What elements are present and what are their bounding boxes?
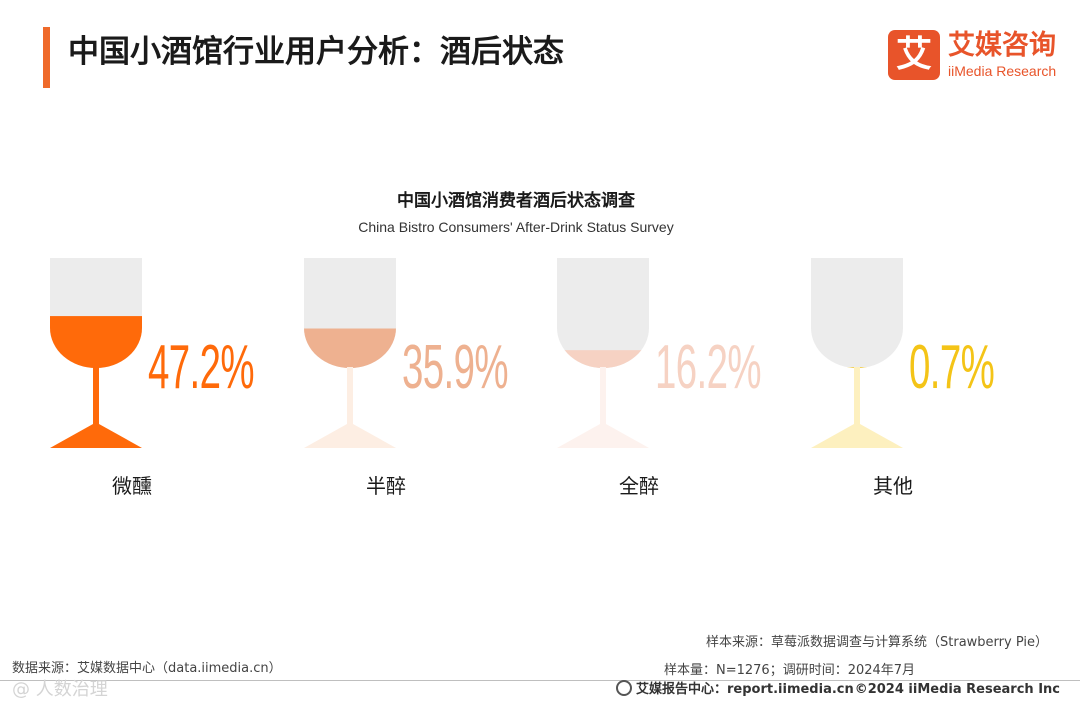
footer-divider	[0, 680, 1080, 681]
glass-base	[304, 424, 396, 448]
glass-stem	[347, 367, 353, 429]
glass-stem	[854, 367, 860, 429]
category-label: 微醺	[112, 474, 152, 498]
page-title: 中国小酒馆行业用户分析：酒后状态	[68, 34, 564, 70]
value-label: 47.2%	[148, 333, 255, 402]
glass-icon	[557, 258, 649, 448]
glass-bowl	[811, 258, 903, 368]
liquid-bar	[50, 316, 142, 368]
globe-icon	[616, 680, 632, 696]
title-accent-bar	[43, 27, 50, 88]
category-label: 全醉	[619, 474, 659, 498]
chart-item-quanzui: 16.2% 全醉	[551, 258, 791, 508]
chart-subtitle: China Bistro Consumers' After-Drink Stat…	[358, 219, 674, 235]
report-center[interactable]: 艾媒报告中心：report.iimedia.cn	[616, 680, 854, 700]
glass-stem	[600, 367, 606, 429]
sample-size: 样本量：N=1276；调研时间：2024年7月	[664, 663, 916, 678]
glass-icon	[304, 258, 396, 448]
value-label: 0.7%	[909, 333, 995, 402]
value-label: 35.9%	[402, 333, 509, 402]
iimedia-logo: 艾 艾媒咨询 iiMedia Research	[888, 30, 1064, 82]
copyright: ©2024 iiMedia Research Inc	[854, 682, 1060, 697]
chart-item-weixun: 47.2% 微醺	[44, 258, 284, 508]
glass-base	[557, 424, 649, 448]
chart-item-qita: 0.7% 其他	[805, 258, 1045, 508]
sample-source: 样本来源：草莓派数据调查与计算系统（Strawberry Pie）	[706, 635, 1048, 650]
data-source: 数据来源：艾媒数据中心（data.iimedia.cn）	[12, 661, 282, 676]
value-label: 16.2%	[655, 333, 762, 402]
category-label: 半醉	[366, 474, 406, 498]
glass-bowl	[557, 258, 649, 368]
glass-base	[50, 424, 142, 448]
logo-name-cn: 艾媒咨询	[948, 30, 1056, 61]
logo-name-en: iiMedia Research	[948, 63, 1057, 79]
logo-mark: 艾	[888, 30, 940, 80]
glass-base	[811, 424, 903, 448]
glass-icon	[811, 258, 903, 448]
chart-title: 中国小酒馆消费者酒后状态调查	[397, 191, 635, 211]
liquid-bar	[304, 328, 396, 368]
glass-icon	[50, 258, 142, 448]
chart-item-banzui: 35.9% 半醉	[298, 258, 538, 508]
category-label: 其他	[873, 474, 913, 498]
report-center-text: 艾媒报告中心：report.iimedia.cn	[636, 682, 854, 697]
watermark: @ 人数治理	[12, 679, 108, 700]
glass-stem	[93, 367, 99, 429]
